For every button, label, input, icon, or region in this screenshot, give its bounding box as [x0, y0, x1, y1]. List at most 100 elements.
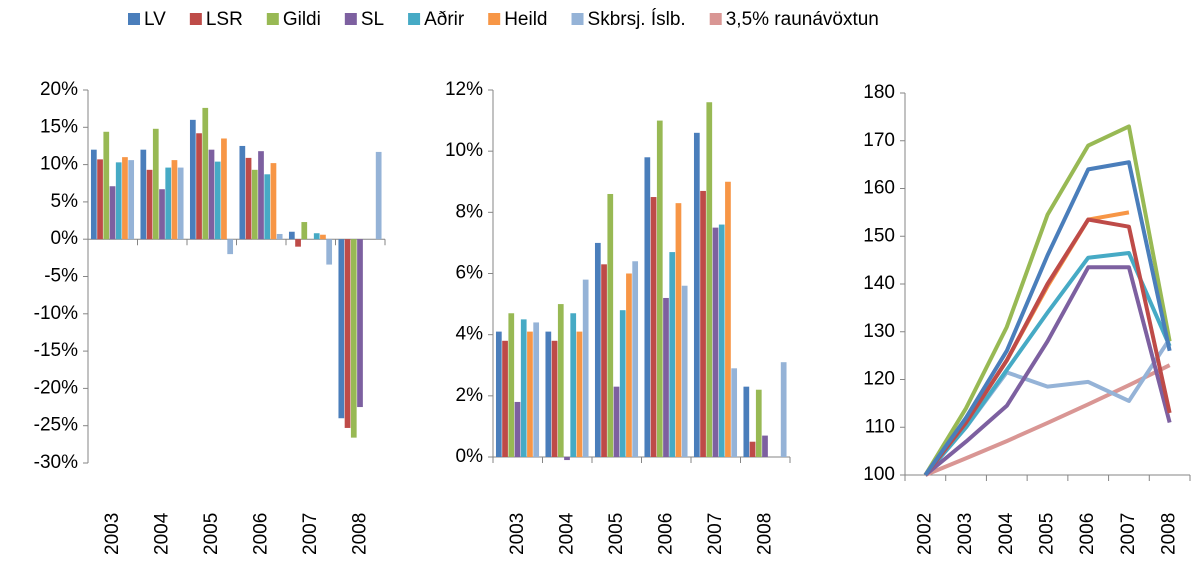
y-tick-label: 5% [51, 191, 79, 212]
y-tick-label: -25% [34, 415, 78, 436]
bar [270, 163, 277, 240]
y-tick-label: 180 [863, 82, 895, 103]
y-tick-label: 160 [863, 178, 895, 199]
bar [669, 252, 676, 457]
x-tick-label: 2006 [655, 513, 676, 555]
line [923, 124, 1172, 477]
legend-swatch [488, 13, 501, 25]
x-tick-label: 2006 [250, 513, 271, 555]
bar [718, 224, 725, 457]
legend-swatch [189, 13, 202, 25]
line [924, 265, 1172, 477]
bar [338, 239, 345, 419]
x-tick-label: 2008 [1159, 513, 1180, 555]
bar [90, 149, 97, 240]
x-tick-label: 2003 [955, 513, 976, 555]
legend-swatch [266, 13, 279, 25]
legend-label: LV [144, 9, 166, 30]
bar [177, 167, 184, 240]
y-tick-label: 140 [863, 273, 895, 294]
x-tick-label: 2005 [1037, 513, 1058, 555]
x-tick-label: 2005 [606, 513, 627, 555]
y-tick-label: 15% [40, 116, 78, 137]
bar [514, 401, 521, 457]
bar [570, 313, 577, 457]
bar [749, 441, 756, 457]
y-tick-label: -10% [34, 303, 78, 324]
bar [613, 386, 620, 457]
bar [508, 313, 515, 457]
line [923, 250, 1172, 477]
line [923, 337, 1172, 477]
bar [520, 319, 527, 457]
bar [189, 119, 196, 240]
bar [675, 203, 682, 457]
x-tick-label: 2004 [151, 512, 172, 555]
y-tick-label: 170 [863, 130, 895, 151]
bar [743, 386, 750, 457]
legend-swatch [344, 13, 357, 25]
legend-label: Aðrir [424, 9, 465, 30]
bar [644, 157, 651, 458]
bar [264, 174, 271, 240]
x-tick-label: 2002 [914, 513, 935, 555]
y-tick-label: -20% [34, 377, 78, 398]
y-tick-label: 0% [51, 228, 79, 249]
bar [755, 389, 762, 457]
bar [502, 340, 508, 457]
bar [712, 227, 719, 457]
bar [344, 239, 351, 428]
x-tick-label: 2008 [349, 513, 370, 555]
bar [527, 331, 533, 457]
bar [239, 145, 246, 240]
legend-swatch [128, 13, 140, 25]
bar [564, 457, 570, 461]
bar [663, 297, 669, 457]
legend-label: 3,5% raunávöxtun [726, 9, 879, 30]
legend-label: LSR [206, 9, 243, 30]
y-tick-label: 0% [456, 446, 484, 467]
bar [214, 161, 221, 240]
bar [301, 222, 308, 240]
bar [326, 239, 333, 265]
y-tick-label: -15% [34, 340, 78, 361]
legend-swatch [571, 13, 584, 25]
bar [276, 233, 283, 240]
bar [495, 331, 502, 457]
y-tick-label: 2% [456, 385, 484, 406]
bar [594, 242, 601, 457]
y-tick-label: 4% [456, 324, 484, 345]
bar [582, 279, 589, 457]
bar [165, 167, 172, 240]
bar [313, 233, 320, 240]
legend-label: Gildi [283, 9, 321, 30]
bar [656, 120, 663, 457]
bar [576, 331, 583, 457]
y-tick-label: 150 [863, 225, 895, 246]
x-tick-label: 2007 [705, 513, 726, 555]
bar [545, 331, 552, 457]
legend-swatch [709, 13, 722, 25]
bar [152, 128, 159, 240]
bar [780, 362, 787, 457]
bar [693, 132, 700, 458]
y-tick-label: 12% [445, 79, 483, 100]
bar [650, 197, 657, 457]
bar [357, 239, 363, 408]
x-tick-label: 2007 [300, 513, 321, 555]
bar [196, 133, 202, 240]
bar [140, 149, 147, 240]
bar [601, 264, 607, 457]
line [923, 217, 1172, 477]
x-tick-label: 2004 [556, 512, 577, 555]
x-tick-label: 2005 [201, 513, 222, 555]
bar [533, 322, 540, 457]
x-tick-label: 2008 [754, 513, 775, 555]
bar [109, 186, 116, 240]
bar [146, 169, 153, 240]
bar [202, 107, 209, 240]
bar [258, 151, 264, 240]
legend-label: SL [361, 9, 384, 30]
bar [350, 239, 357, 438]
bar [681, 285, 688, 457]
